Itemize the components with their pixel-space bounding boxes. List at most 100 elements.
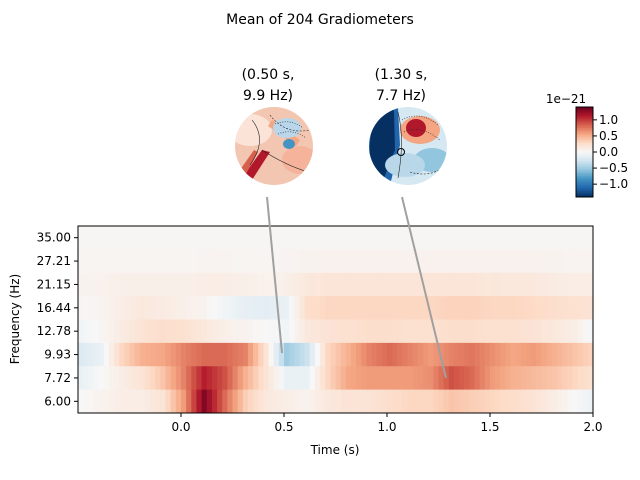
colorbar-segment	[576, 176, 593, 178]
heatmap-cell	[93, 342, 100, 367]
heatmap-cell	[551, 389, 558, 413]
colorbar-segment	[576, 116, 593, 118]
heatmap-cell	[150, 272, 156, 297]
heatmap-cell	[423, 366, 429, 391]
heatmap-cell	[381, 226, 388, 250]
heatmap-cell	[196, 296, 203, 321]
heatmap-cell	[242, 366, 249, 391]
heatmap-cell	[546, 389, 553, 413]
heatmap-cell	[376, 226, 383, 250]
heatmap-cell	[567, 319, 573, 344]
heatmap-cell	[407, 342, 414, 367]
heatmap-cell	[412, 249, 419, 274]
heatmap-cell	[402, 226, 409, 250]
heatmap-cell	[515, 366, 522, 391]
heatmap-cell	[119, 319, 125, 344]
heatmap-cell	[258, 366, 264, 391]
heatmap-cell	[98, 366, 105, 391]
heatmap-cell	[299, 342, 306, 367]
heatmap-cell	[314, 272, 321, 297]
heatmap-cell	[196, 319, 203, 344]
heatmap-cell	[196, 272, 203, 297]
colorbar-segment	[576, 189, 593, 192]
heatmap-cell	[227, 226, 234, 250]
heatmap-cell	[217, 272, 223, 297]
heatmap-cell	[314, 342, 321, 367]
heatmap-cell	[546, 272, 553, 297]
heatmap-cell	[587, 389, 593, 413]
heatmap-cell	[448, 342, 455, 367]
heatmap-cell	[407, 389, 414, 413]
colorbar-segment	[576, 128, 593, 130]
colorbar-segment	[576, 123, 593, 126]
heatmap-cell	[134, 272, 141, 297]
heatmap-cell	[433, 342, 440, 367]
colorbar-segment	[576, 149, 593, 151]
heatmap-cell	[459, 342, 465, 367]
heatmap-cell	[531, 249, 537, 274]
y-tick-label: 35.00	[37, 231, 71, 245]
heatmap-cell	[83, 296, 89, 321]
heatmap-cell	[88, 342, 95, 367]
heatmap-cell	[289, 366, 295, 391]
heatmap-cell	[500, 389, 507, 413]
heatmap-cell	[484, 249, 491, 274]
heatmap-cell	[278, 342, 285, 367]
heatmap-cell	[314, 226, 321, 250]
heatmap-cell	[443, 249, 450, 274]
heatmap-cell	[170, 342, 177, 367]
heatmap-cell	[114, 226, 120, 250]
heatmap-cell	[150, 226, 156, 250]
heatmap-cell	[371, 342, 378, 367]
heatmap-cell	[196, 389, 203, 413]
heatmap-cell	[263, 342, 270, 367]
heatmap-cell	[217, 226, 223, 250]
heatmap-cell	[402, 319, 409, 344]
x-ticks: 0.0 0.5 1.0 1.5 2.0	[171, 413, 603, 434]
heatmap-cell	[165, 366, 172, 391]
heatmap-cell	[93, 319, 100, 344]
heatmap-cell	[474, 319, 481, 344]
heatmap-cell	[309, 389, 316, 413]
heatmap-cell	[273, 389, 280, 413]
heatmap-cell	[479, 319, 486, 344]
heatmap-cell	[371, 366, 378, 391]
heatmap-cell	[541, 342, 548, 367]
heatmap-cell	[196, 249, 203, 274]
heatmap-cell	[510, 366, 517, 391]
heatmap-cell	[453, 342, 460, 367]
heatmap-cell	[119, 249, 125, 274]
heatmap-cell	[453, 249, 460, 274]
heatmap-cell	[546, 296, 553, 321]
heatmap-cell	[572, 272, 579, 297]
colorbar-segment	[576, 191, 593, 193]
heatmap-cell	[186, 249, 192, 274]
heatmap-cell	[484, 319, 491, 344]
heatmap-cell	[160, 319, 167, 344]
heatmap-cell	[258, 249, 264, 274]
heatmap-cell	[325, 226, 331, 250]
heatmap-cell	[196, 366, 203, 391]
heatmap-cell	[582, 226, 589, 250]
heatmap-cell	[459, 272, 465, 297]
heatmap-cell	[273, 296, 280, 321]
heatmap-cell	[144, 249, 151, 274]
heatmap-cell	[361, 249, 367, 274]
heatmap-cell	[453, 319, 460, 344]
heatmap-cell	[268, 319, 275, 344]
colorbar-segment	[576, 114, 593, 117]
heatmap-cell	[155, 389, 161, 413]
heatmap-cell	[263, 389, 270, 413]
heatmap-cell	[366, 272, 373, 297]
heatmap-cell	[278, 296, 285, 321]
heatmap-cell	[103, 296, 110, 321]
heatmap-cell	[556, 249, 563, 274]
heatmap-cell	[587, 249, 593, 274]
heatmap-cell	[330, 226, 337, 250]
heatmap-cell	[469, 249, 476, 274]
heatmap-cell	[191, 342, 198, 367]
heatmap-cell	[304, 366, 311, 391]
heatmap-cell	[474, 389, 481, 413]
heatmap-cell	[144, 296, 151, 321]
heatmap-cell	[201, 226, 208, 250]
